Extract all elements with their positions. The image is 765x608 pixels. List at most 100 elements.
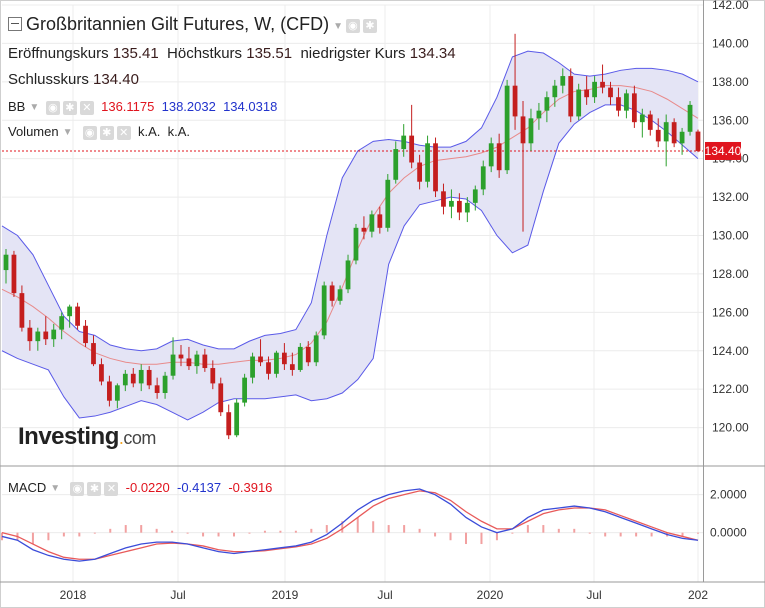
candle-body [234,402,240,436]
candle-body [250,356,255,378]
eye-icon[interactable]: ◉ [45,100,60,115]
bb-upper-line [1,50,699,352]
gear-icon[interactable]: ✱ [62,100,77,115]
macd-line-value: -0.4137 [176,480,222,495]
price-tick-label: 128.00 [712,267,749,281]
macd-histogram-bar [310,528,313,533]
time-tick-label: Jul [586,588,601,602]
high-value: 135.51 [246,45,293,62]
macd-line [1,488,699,562]
candle-body [417,162,422,182]
eye-icon[interactable]: ◉ [70,481,85,496]
candle-body [91,343,96,365]
eye-icon[interactable]: ◉ [82,125,97,140]
macd-histogram-bar [480,532,483,545]
close-icon[interactable]: ✕ [116,125,131,140]
last-price-label: 134.40 [705,144,742,158]
macd-histogram-bar [356,517,359,533]
candle-body [624,93,629,111]
candle-body [122,373,128,386]
close-icon[interactable]: ✕ [79,100,94,115]
chevron-down-icon[interactable]: ▼ [62,127,73,139]
chart-title: Großbritannien Gilt Futures, W, (CFD) [26,14,330,34]
time-tick-label: Jul [170,588,185,602]
candle-body [377,214,383,228]
price-tick-label: 130.00 [712,229,749,243]
macd-tick-label: 2.0000 [710,488,747,502]
candle-body [663,122,669,142]
macd-histogram-bar [233,532,235,537]
candle-body [409,135,415,163]
high-label: Höchstkurs [167,45,243,62]
bb-label: BB [8,99,26,114]
macd-histogram-bar [140,525,143,533]
chevron-down-icon[interactable]: ▼ [29,102,40,114]
title-row: Großbritannien Gilt Futures, W, (CFD) ▼ ◉ ✱ [8,14,377,35]
macd-histogram-bar [604,532,607,537]
macd-histogram-bar [635,532,638,537]
macd-histogram-bar [78,532,81,537]
candle-body [258,356,263,363]
macd-legend: MACD ▼ ◉ ✱ ✕ -0.0220 -0.4137 -0.3916 [8,480,272,496]
candle-body [504,85,510,171]
bb-upper-value: 138.2032 [161,99,216,114]
gear-icon[interactable]: ✱ [87,481,102,496]
candle-body [488,143,494,167]
candle-body [313,335,319,363]
candle-body [99,364,104,382]
candle-body [242,377,248,403]
candle-body [441,191,446,207]
macd-histogram-bar [542,525,545,533]
candle-body [194,354,200,367]
chevron-down-icon[interactable]: ▼ [50,483,61,495]
macd-histogram-bar [217,532,220,537]
price-tick-label: 120.00 [712,421,749,435]
candle-body [512,85,518,117]
macd-signal-value: -0.3916 [228,480,273,495]
macd-histogram-bar [495,532,498,541]
gear-icon[interactable]: ✱ [99,125,114,140]
candle-body [178,354,184,359]
logo-main: Investing [18,423,119,450]
candle-body [266,362,271,374]
gear-icon[interactable]: ✱ [362,19,377,34]
candle-body [210,368,216,384]
macd-label: MACD [8,480,47,495]
macd-histogram-bar [248,532,251,534]
candle-body [345,260,351,290]
chevron-down-icon[interactable]: ▼ [333,20,343,32]
candle-body [186,358,192,367]
macd-histogram-bar [372,521,375,533]
price-tick-label: 138.00 [712,75,749,89]
close-icon[interactable]: ✕ [104,481,119,496]
macd-histogram-bar [465,532,467,545]
low-value: 134.34 [409,45,456,62]
candle-body [51,329,57,340]
candle-body [369,214,375,232]
volume-legend: Volumen ▼ ◉ ✱ ✕ k.A. k.A. [8,124,190,140]
candle-body [647,114,653,130]
macd-histogram-bar [31,532,34,545]
eye-icon[interactable]: ◉ [345,19,360,34]
macd-histogram-bar [202,532,205,537]
collapse-icon[interactable] [8,17,22,32]
candle-body [59,316,65,330]
macd-histogram-bar [449,532,452,541]
volume-value-2: k.A. [167,124,191,139]
bb-lower-line [1,104,699,421]
candle-body [576,89,582,117]
candle-body [162,375,168,394]
last-price-tag [705,141,741,160]
price-tick-label: 122.00 [712,382,749,396]
price-tick-label: 124.00 [712,344,749,358]
candle-body [639,114,645,123]
macd-histogram-bar [171,530,174,533]
price-tick-label: 132.00 [712,190,749,204]
close-value: 134.40 [93,71,139,88]
time-tick-label: 2019 [272,588,299,602]
candle-body [425,143,430,182]
candle-body [679,131,685,144]
time-tick-label: Jul [377,588,392,602]
